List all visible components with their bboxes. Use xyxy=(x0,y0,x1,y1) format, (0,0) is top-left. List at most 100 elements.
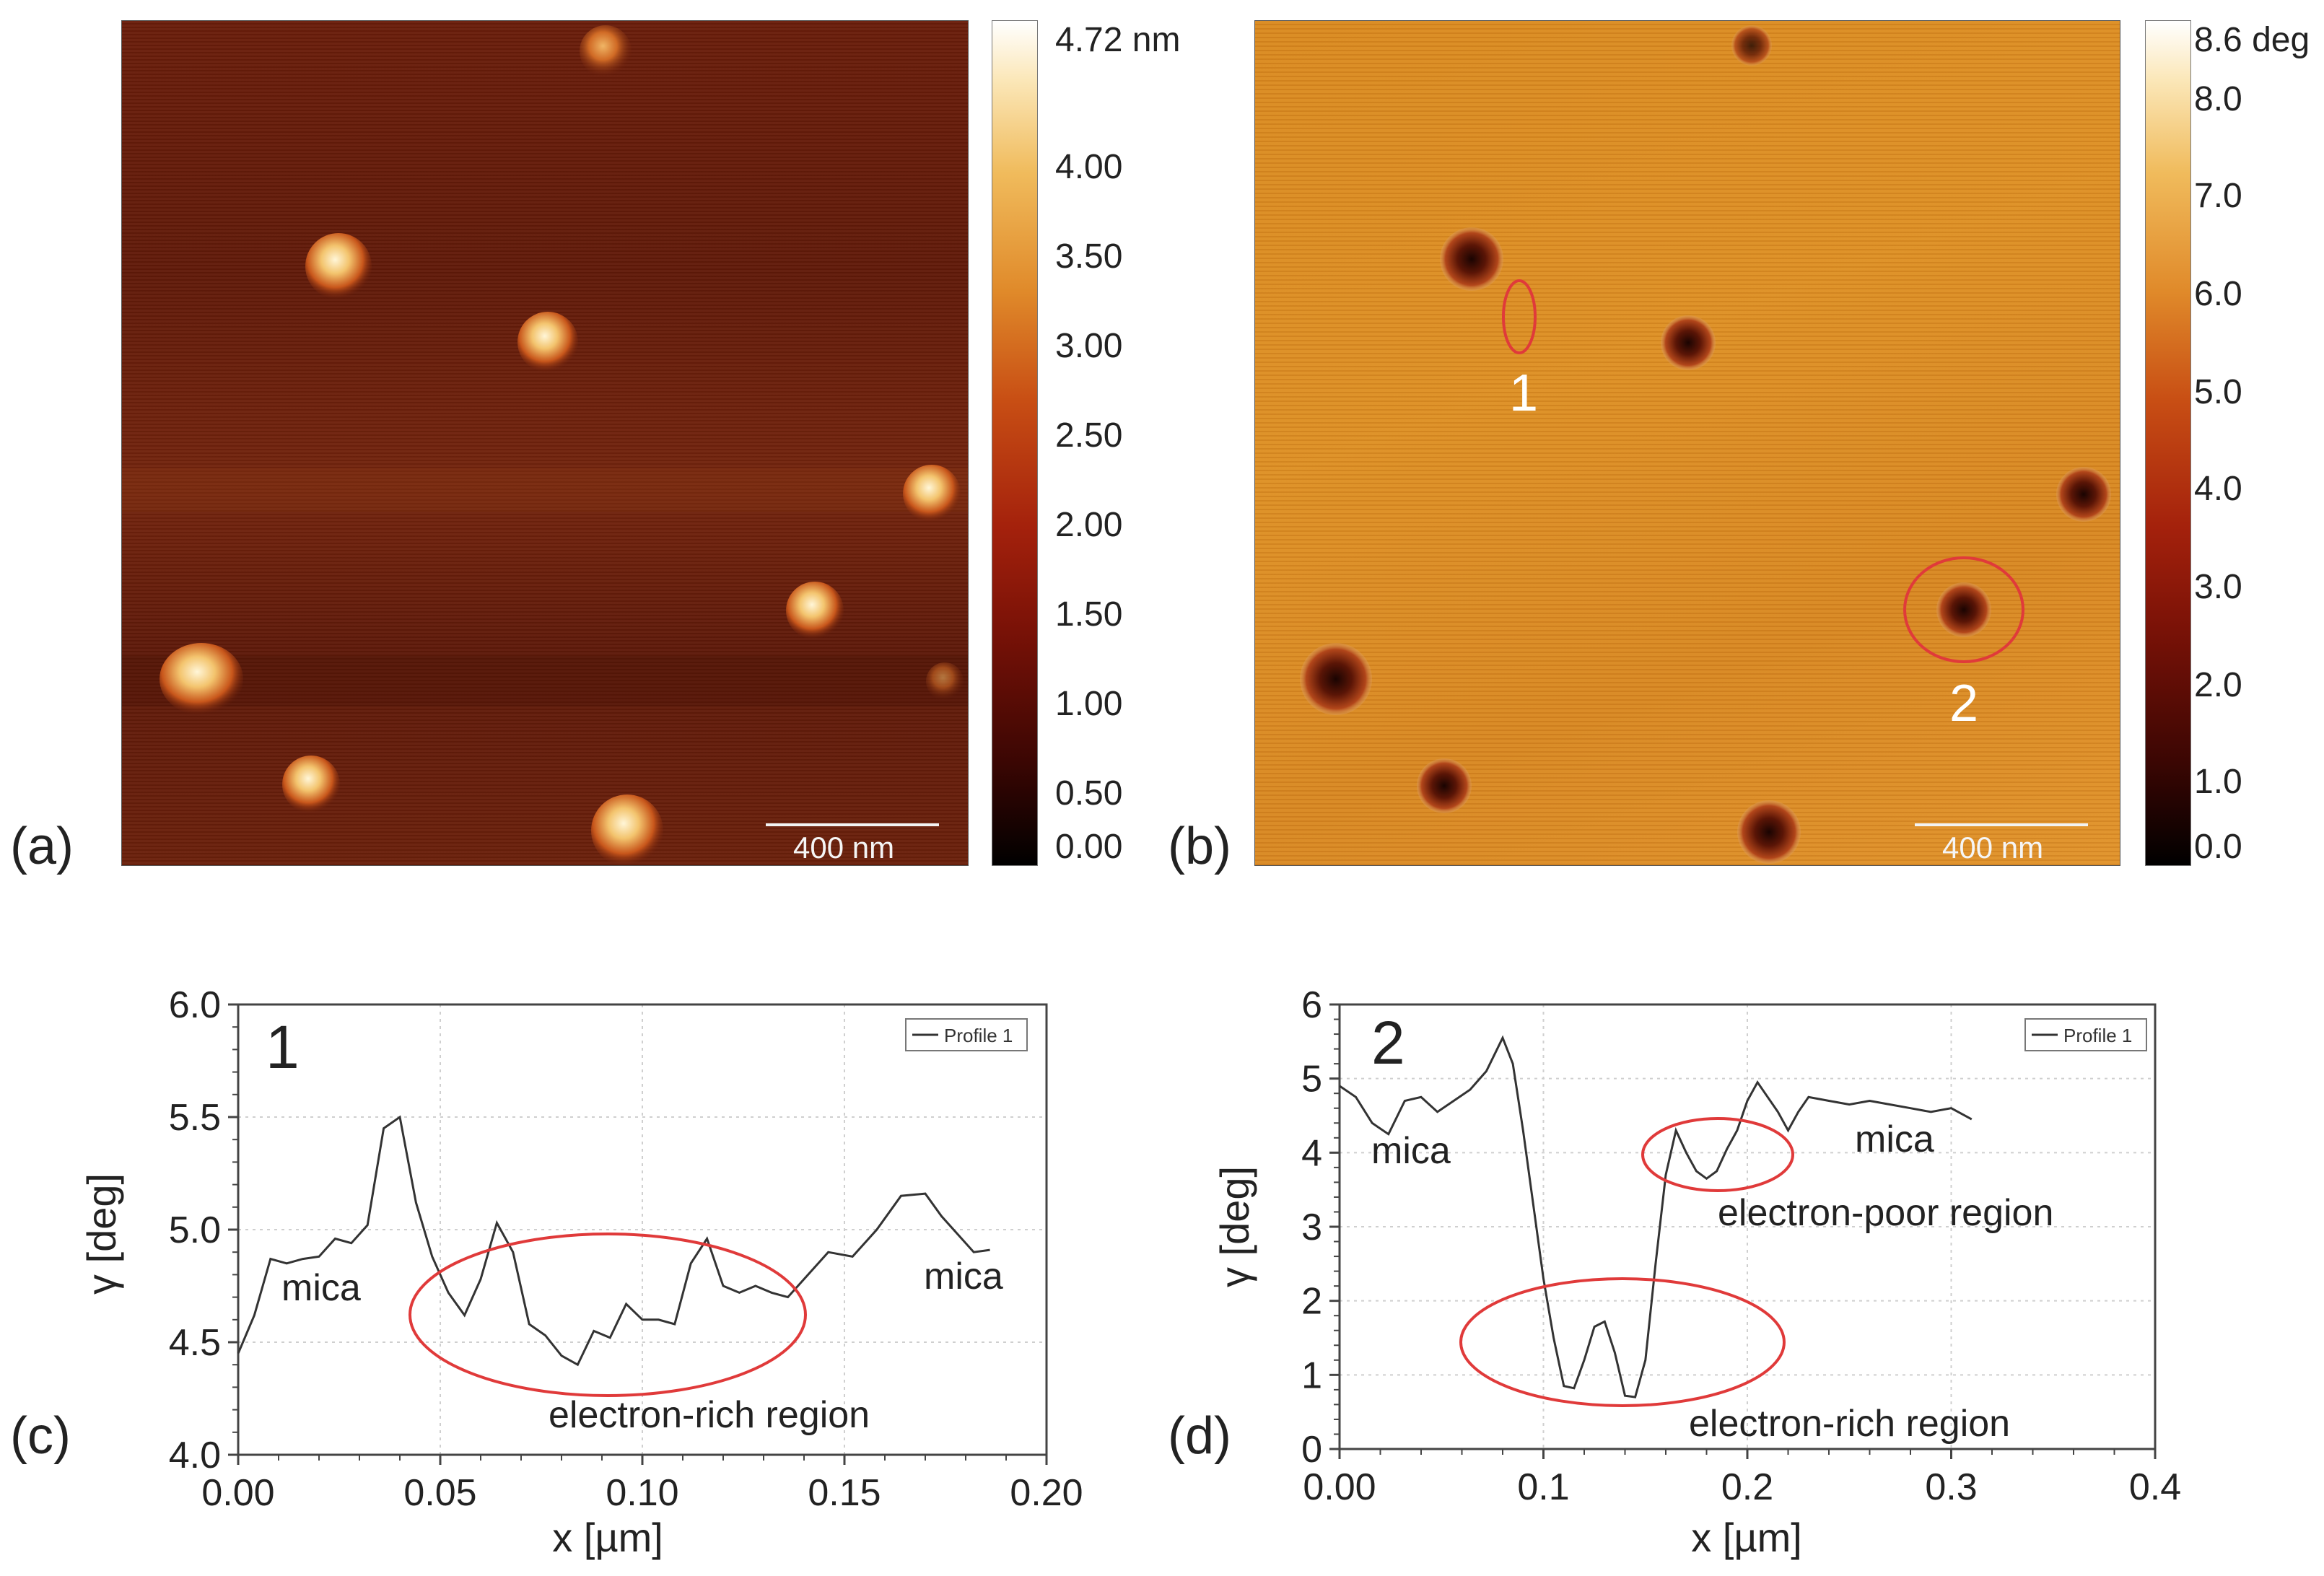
legend-label: Profile 1 xyxy=(2063,1025,2132,1046)
particle xyxy=(1661,315,1716,370)
panel-number: 2 xyxy=(1371,1009,1405,1077)
particle xyxy=(1300,643,1372,715)
y-axis-label: γ [deg] xyxy=(79,1173,124,1295)
afm-height-image: 400 nm xyxy=(121,20,969,866)
particle xyxy=(305,233,372,299)
x-tick-label: 0.2 xyxy=(1721,1466,1773,1508)
x-tick-label: 0.00 xyxy=(201,1472,274,1514)
colorbar-tick: 1.00 xyxy=(1055,685,1123,723)
annotation-mica: mica xyxy=(1371,1130,1451,1172)
panel-number: 1 xyxy=(266,1013,300,1081)
colorbar-tick: 4.0 xyxy=(2194,470,2242,508)
x-tick-label: 0.10 xyxy=(606,1472,678,1514)
y-tick-label: 1 xyxy=(1301,1354,1322,1396)
annotation-mica: mica xyxy=(1855,1118,1934,1160)
colorbar-phase xyxy=(2145,20,2191,866)
panel-label-d: (d) xyxy=(1168,1407,1231,1465)
marker-2-ellipse xyxy=(1903,556,2024,663)
y-tick-label: 5 xyxy=(1301,1059,1322,1100)
colorbar-tick: 4.00 xyxy=(1055,148,1123,186)
particle xyxy=(786,582,844,639)
colorbar-tick: 1.0 xyxy=(2194,763,2242,801)
y-tick-label: 6 xyxy=(1301,984,1322,1026)
particle xyxy=(1737,800,1801,864)
colorbar-height xyxy=(992,20,1038,866)
afm-phase-image: 1 2 400 nm xyxy=(1254,20,2120,866)
colorbar-tick: 0.50 xyxy=(1055,774,1123,813)
y-tick-label: 0 xyxy=(1301,1429,1322,1471)
colorbar-tick: 2.0 xyxy=(2194,666,2242,704)
annotation-mica: mica xyxy=(924,1256,1003,1297)
annotation-electron-rich: electron-rich region xyxy=(549,1394,870,1436)
x-axis-label: x [µm] xyxy=(552,1515,663,1560)
colorbar-tick: 0.0 xyxy=(2194,828,2242,866)
particle xyxy=(591,794,663,865)
y-tick-label: 4.5 xyxy=(169,1322,221,1364)
electron-rich-ellipse xyxy=(409,1233,807,1397)
panel-label-b: (b) xyxy=(1168,818,1231,875)
profile-chart-1: 4.0 4.5 5.0 5.5 6.0 0.00 0.05 0.10 0.15 0.20 1 P… xyxy=(10,984,1083,1560)
x-tick-label: 0.20 xyxy=(1010,1472,1083,1514)
y-axis-label: γ [deg] xyxy=(1212,1166,1257,1287)
particle xyxy=(903,465,961,522)
scale-bar-label: 400 nm xyxy=(793,831,895,864)
x-tick-label: 0.1 xyxy=(1517,1466,1569,1508)
particle xyxy=(580,25,632,77)
colorbar-tick: 3.0 xyxy=(2194,568,2242,606)
particle xyxy=(1731,25,1772,66)
marker-1-label: 1 xyxy=(1509,364,1538,422)
colorbar-tick: 5.0 xyxy=(2194,373,2242,411)
particle xyxy=(1936,582,1991,637)
profile-line xyxy=(1339,1035,1973,1398)
colorbar-tick: 6.0 xyxy=(2194,275,2242,313)
particle xyxy=(2056,467,2111,522)
y-tick-label: 4.0 xyxy=(169,1435,221,1476)
colorbar-tick: 2.00 xyxy=(1055,506,1123,544)
y-tick-label: 3 xyxy=(1301,1207,1322,1248)
colorbar-tick: 8.6 deg xyxy=(2194,21,2310,59)
particle xyxy=(1440,227,1503,291)
x-tick-label: 0.15 xyxy=(808,1472,881,1514)
particle xyxy=(1417,758,1472,813)
particle xyxy=(282,756,340,813)
colorbar-tick: 2.50 xyxy=(1055,416,1123,455)
annotation-electron-poor: electron-poor region xyxy=(1718,1192,2053,1234)
electron-rich-ellipse xyxy=(1459,1277,1786,1407)
colorbar-tick: 3.50 xyxy=(1055,237,1123,276)
scale-bar-label: 400 nm xyxy=(1942,831,2044,864)
legend: Profile 1 xyxy=(905,1018,1028,1051)
marker-1-ellipse xyxy=(1502,279,1537,354)
marker-2-label: 2 xyxy=(1949,675,1978,732)
x-tick-label: 0.05 xyxy=(403,1472,476,1514)
scale-bar-line xyxy=(1915,823,2088,826)
annotation-electron-rich: electron-rich region xyxy=(1689,1403,2010,1445)
profile-chart-2: 0 1 2 3 4 5 6 0.00 0.1 0.2 0.3 0.4 2 Profile 1 mic… xyxy=(1168,984,2181,1560)
annotation-mica: mica xyxy=(281,1267,361,1309)
legend: Profile 1 xyxy=(2024,1018,2147,1051)
particle xyxy=(517,312,578,372)
particle xyxy=(926,662,964,700)
x-axis-label: x [µm] xyxy=(1691,1515,1802,1560)
colorbar-tick: 1.50 xyxy=(1055,595,1123,634)
y-tick-label: 2 xyxy=(1301,1281,1322,1323)
panel-label-a: (a) xyxy=(10,818,74,875)
colorbar-tick: 3.00 xyxy=(1055,327,1123,365)
colorbar-tick: 8.0 xyxy=(2194,80,2242,118)
grid xyxy=(237,1004,1047,1455)
colorbar-tick: 4.72 nm xyxy=(1055,21,1181,59)
legend-label: Profile 1 xyxy=(944,1025,1013,1046)
y-tick-label: 5.5 xyxy=(169,1097,221,1139)
y-tick-label: 4 xyxy=(1301,1132,1322,1174)
x-tick-label: 0.00 xyxy=(1303,1466,1376,1508)
y-tick-label: 6.0 xyxy=(169,984,221,1026)
colorbar-tick: 7.0 xyxy=(2194,177,2242,215)
electron-poor-ellipse xyxy=(1641,1117,1794,1192)
colorbar-tick: 0.00 xyxy=(1055,828,1123,866)
x-tick-label: 0.4 xyxy=(2129,1466,2181,1508)
particle xyxy=(160,643,243,715)
profile-line xyxy=(237,1115,990,1367)
panel-label-c: (c) xyxy=(10,1407,71,1465)
x-tick-label: 0.3 xyxy=(1925,1466,1977,1508)
y-tick-label: 5.0 xyxy=(169,1209,221,1251)
scale-bar-line xyxy=(766,823,939,826)
